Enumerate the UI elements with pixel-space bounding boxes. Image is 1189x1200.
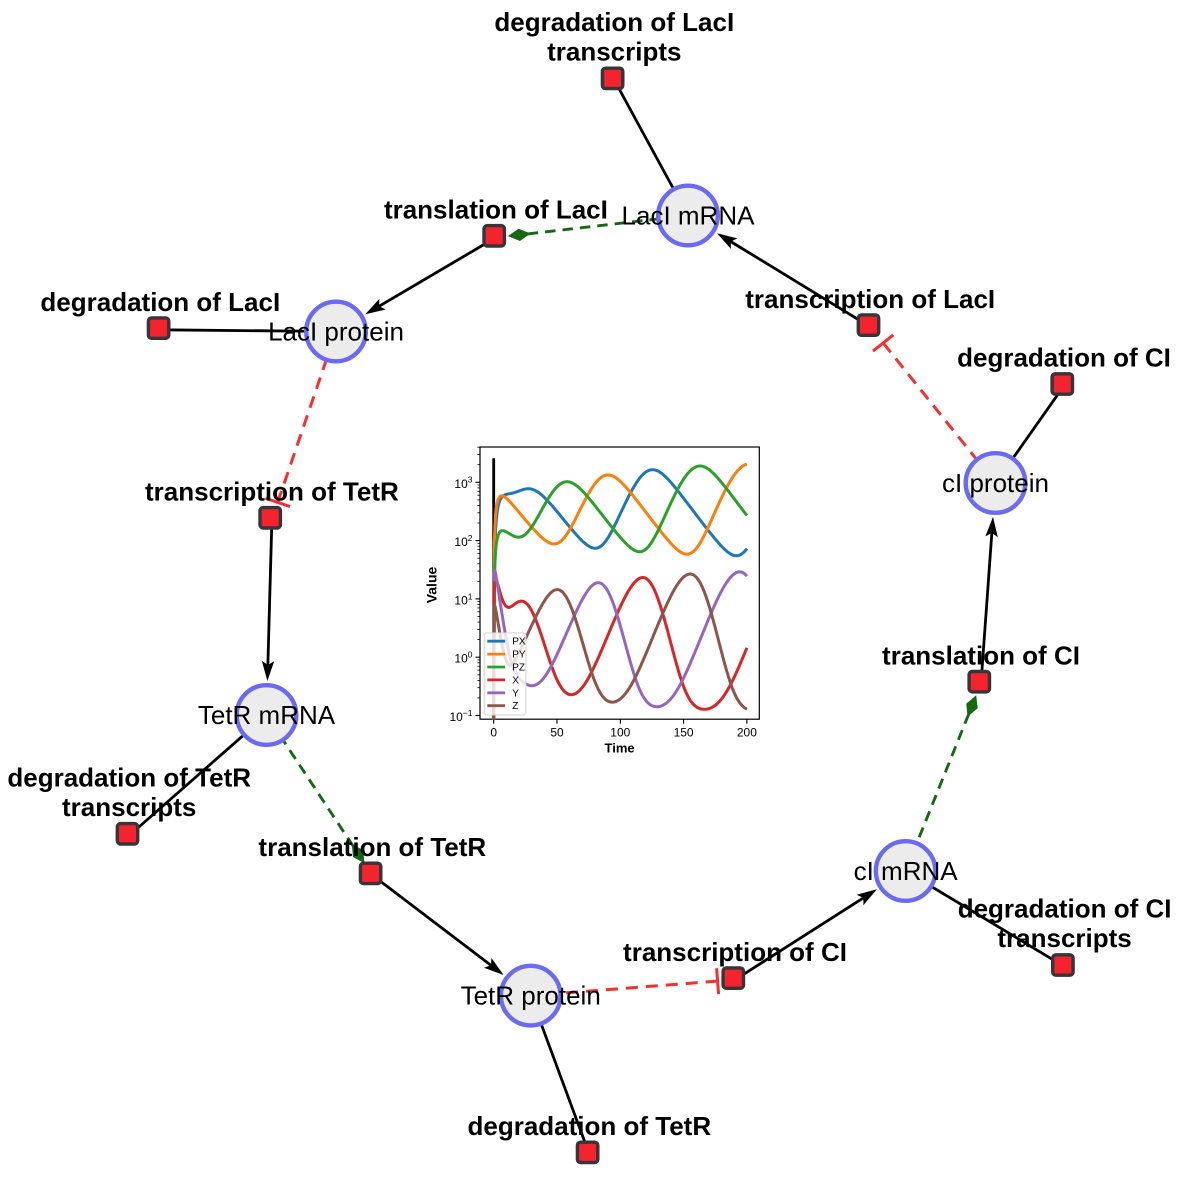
svg-text:0: 0 (490, 726, 497, 740)
svg-text:Value: Value (424, 567, 440, 604)
svg-text:Y: Y (512, 688, 519, 699)
svg-text:transcription of TetR: transcription of TetR (145, 477, 399, 507)
svg-text:degradation of CI: degradation of CI (958, 894, 1172, 924)
svg-text:150: 150 (674, 726, 694, 740)
svg-text:10−1: 10−1 (449, 708, 472, 724)
svg-text:TetR mRNA: TetR mRNA (198, 700, 336, 730)
svg-text:translation of LacI: translation of LacI (384, 195, 608, 225)
svg-text:50: 50 (550, 726, 564, 740)
svg-text:TetR protein: TetR protein (461, 981, 601, 1011)
svg-text:transcripts: transcripts (62, 792, 196, 822)
svg-text:transcription of LacI: transcription of LacI (745, 284, 995, 314)
svg-text:103: 103 (454, 475, 472, 491)
svg-text:PZ: PZ (512, 663, 525, 674)
svg-text:PX: PX (512, 637, 526, 648)
svg-text:degradation of TetR: degradation of TetR (7, 763, 251, 793)
svg-text:Z: Z (512, 701, 518, 712)
svg-text:translation of TetR: translation of TetR (258, 832, 486, 862)
svg-text:transcripts: transcripts (547, 37, 681, 67)
svg-text:PY: PY (512, 650, 526, 661)
svg-text:X: X (512, 675, 519, 686)
svg-text:transcription of CI: transcription of CI (623, 937, 847, 967)
svg-text:transcripts: transcripts (997, 923, 1131, 953)
svg-text:degradation of LacI: degradation of LacI (40, 287, 280, 317)
svg-text:cI mRNA: cI mRNA (854, 856, 959, 886)
svg-text:100: 100 (610, 726, 630, 740)
svg-text:translation of CI: translation of CI (882, 640, 1080, 670)
svg-text:cI protein: cI protein (942, 468, 1049, 498)
svg-text:degradation of CI: degradation of CI (957, 343, 1171, 373)
svg-text:LacI protein: LacI protein (268, 317, 404, 347)
svg-text:LacI mRNA: LacI mRNA (622, 201, 756, 231)
svg-text:101: 101 (454, 591, 472, 607)
svg-text:102: 102 (454, 533, 472, 549)
svg-text:degradation of LacI: degradation of LacI (494, 7, 734, 37)
svg-text:100: 100 (454, 650, 472, 666)
svg-text:Time: Time (605, 740, 635, 755)
svg-text:200: 200 (737, 726, 757, 740)
svg-text:degradation of TetR: degradation of TetR (467, 1111, 711, 1141)
